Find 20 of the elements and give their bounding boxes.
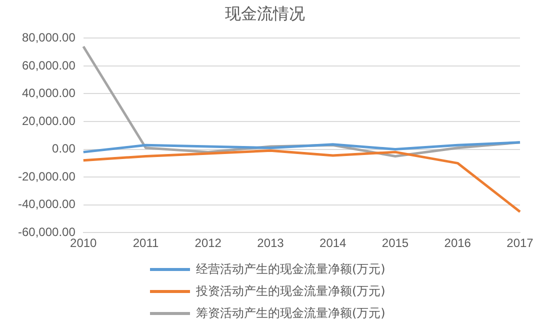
y-tick-label: 0.00 [52, 142, 76, 156]
legend-label: 经营活动产生的现金流量净额(万元) [196, 260, 386, 278]
x-tick-label: 2016 [444, 236, 472, 250]
y-tick-label: -20,000.00 [18, 169, 76, 184]
x-tick-label: 2013 [257, 236, 284, 250]
chart-title: 现金流情况 [225, 4, 305, 23]
y-tick-label: 80,000.00 [22, 30, 76, 45]
y-tick-label: 60,000.00 [22, 58, 76, 72]
legend-label: 筹资活动产生的现金流量净额(万元) [196, 304, 386, 322]
x-tick-label: 2011 [132, 236, 159, 250]
x-tick-label: 2010 [70, 236, 98, 250]
y-tick-label: 40,000.00 [22, 86, 76, 100]
x-tick-label: 2017 [506, 236, 534, 250]
y-tick-label: 20,000.00 [22, 114, 76, 128]
x-tick-label: 2012 [194, 236, 222, 250]
x-tick-label: 2014 [320, 236, 347, 250]
x-tick-label: 2015 [382, 236, 409, 250]
legend-label: 投资活动产生的现金流量净额(万元) [196, 282, 386, 300]
y-tick-label: -60,000.00 [18, 224, 76, 239]
y-tick-label: -40,000.00 [18, 197, 76, 212]
